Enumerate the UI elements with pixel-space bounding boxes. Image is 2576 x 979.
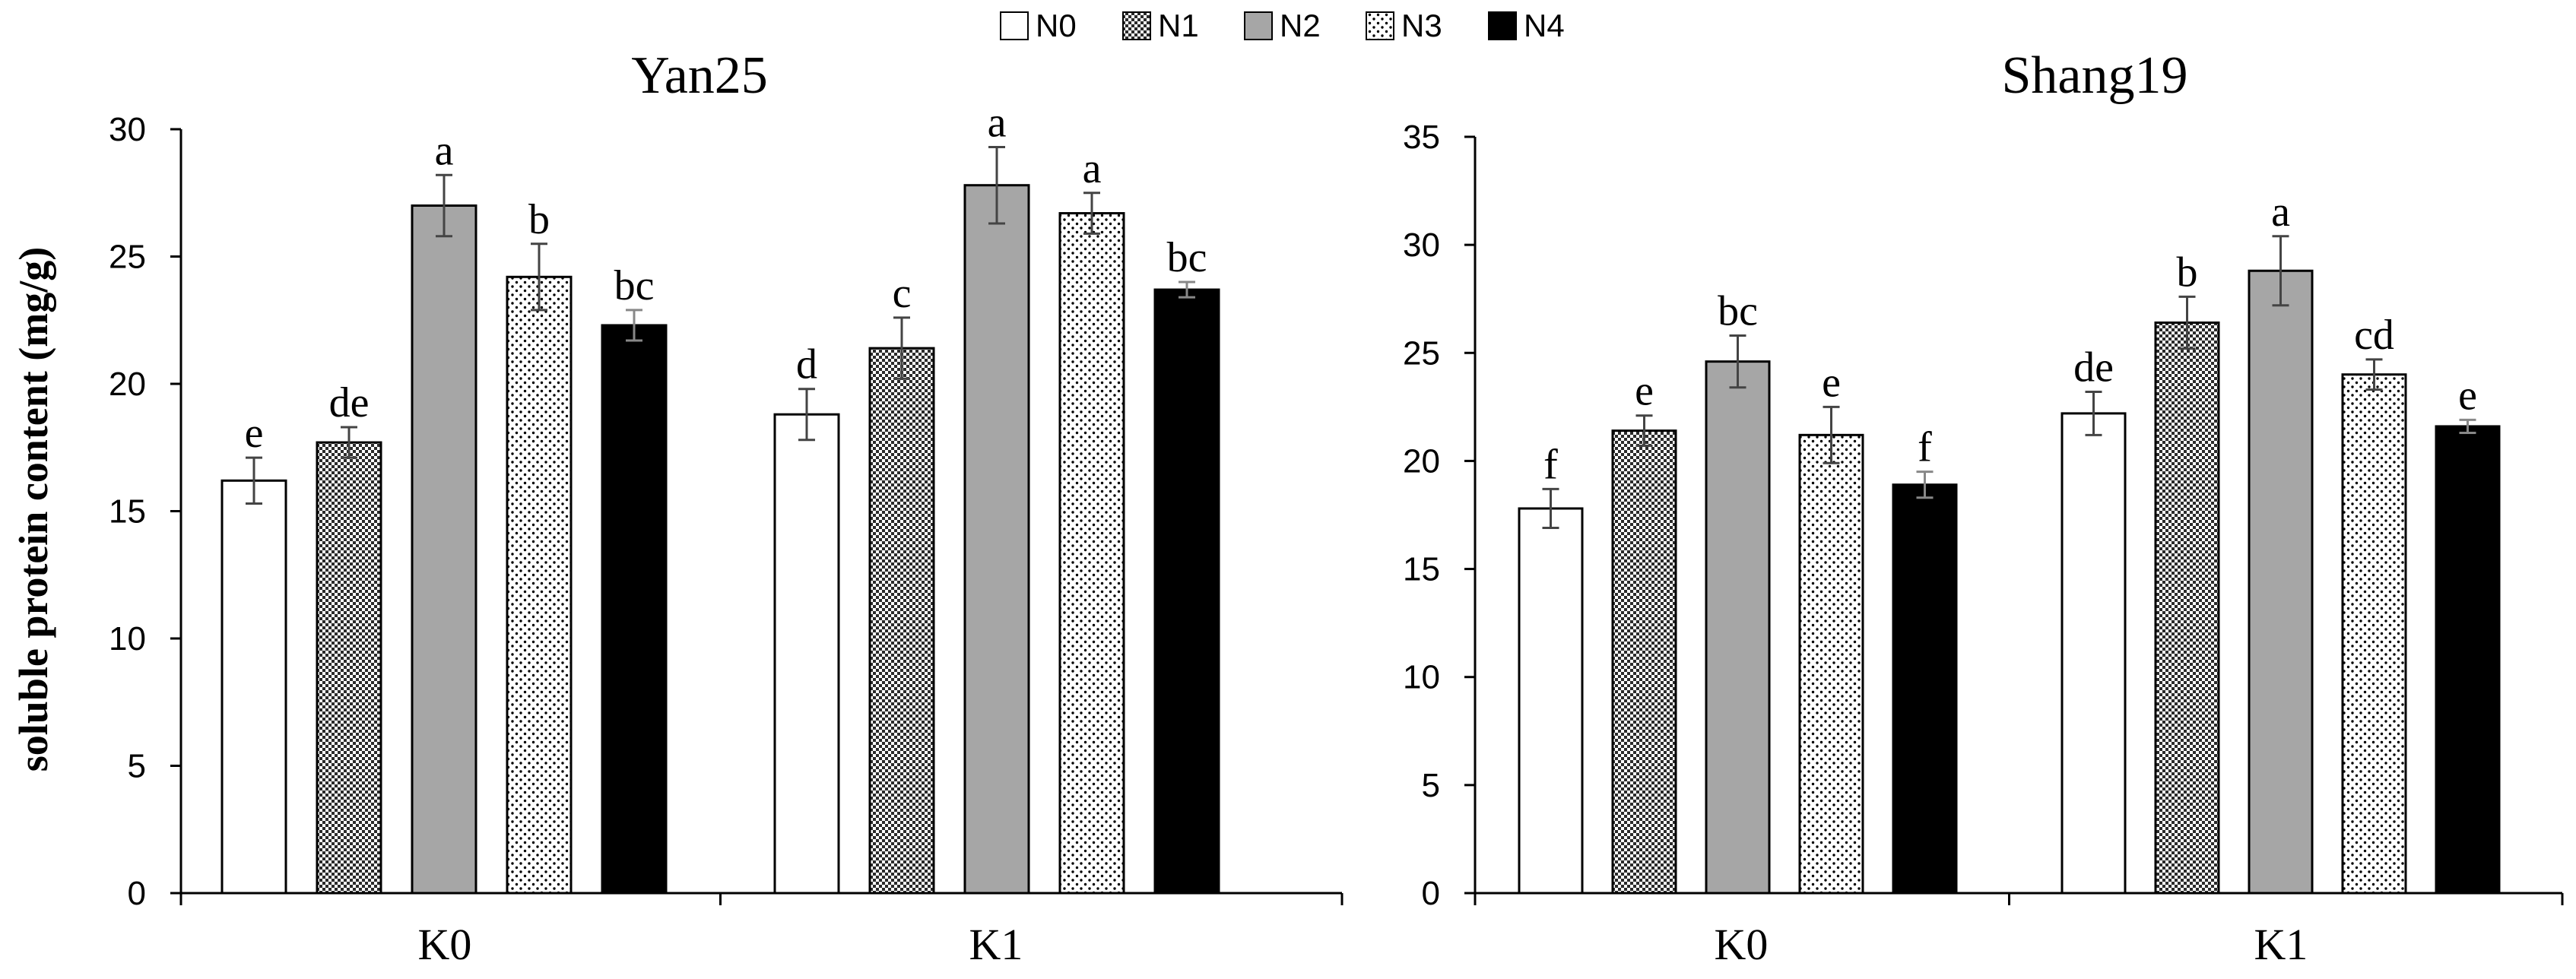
y-tick-label: 0	[1422, 875, 1440, 912]
legend-label-n1: N1	[1158, 8, 1199, 43]
y-tick-label: 10	[1403, 659, 1440, 696]
category-label-k0: K0	[418, 920, 472, 969]
bar-shang19-k1-n4	[2435, 425, 2501, 895]
legend-label-n3: N3	[1401, 8, 1442, 43]
significance-letter: b	[2177, 249, 2198, 296]
significance-letter: e	[1635, 368, 1654, 415]
chart-panel-yan25: Yan25 0 5 10 15 20 25 30 K0 K1 e d de c a a b a bc bc	[109, 46, 1344, 969]
y-tick-label: 25	[109, 239, 146, 276]
legend-swatch-n2	[1244, 11, 1273, 40]
significance-letter: e	[245, 410, 264, 457]
legend-swatch-n3	[1366, 11, 1394, 40]
y-tick-label: 25	[1403, 334, 1440, 372]
bar-yan25-k0-n0	[220, 479, 287, 895]
legend-label-n4: N4	[1524, 8, 1565, 43]
legend-swatch-n1	[1122, 11, 1151, 40]
y-tick-label: 35	[1403, 119, 1440, 156]
significance-letter: f	[1918, 424, 1932, 471]
legend-label-n2: N2	[1280, 8, 1321, 43]
significance-letter: bc	[1718, 288, 1758, 335]
y-tick-label: 5	[1422, 767, 1440, 804]
significance-letter: de	[329, 379, 370, 426]
significance-letter: e	[2458, 372, 2477, 419]
category-label-k1: K1	[969, 920, 1023, 969]
bar-yan25-k0-n3	[506, 275, 573, 895]
significance-letter: bc	[1167, 234, 1207, 281]
legend-swatch-n0	[1000, 11, 1029, 40]
significance-letter: f	[1543, 441, 1558, 488]
y-tick-label: 30	[1403, 227, 1440, 264]
significance-letter: a	[1083, 145, 1102, 192]
y-tick-label: 5	[128, 748, 146, 785]
bar-yan25-k1-n2	[963, 184, 1030, 895]
legend: N0 N1 N2 N3 N4	[1000, 8, 1565, 43]
bar-shang19-k0-n4	[1892, 483, 1958, 895]
bar-yan25-k1-n3	[1058, 212, 1125, 895]
bar-shang19-k0-n1	[1611, 429, 1677, 895]
y-tick-label: 15	[1403, 551, 1440, 588]
significance-letter: a	[2271, 189, 2290, 236]
bar-yan25-k1-n4	[1153, 288, 1220, 895]
y-tick-label: 0	[128, 875, 146, 912]
y-axis-label: soluble protein content (mg/g)	[11, 247, 56, 771]
bar-shang19-k1-n0	[2060, 412, 2127, 895]
bar-yan25-k0-n4	[601, 324, 668, 895]
significance-letter: bc	[614, 262, 655, 309]
bar-shang19-k0-n3	[1798, 433, 1864, 895]
bar-shang19-k0-n0	[1518, 507, 1584, 895]
y-tick-label: 30	[109, 111, 146, 148]
y-tick-label: 15	[109, 493, 146, 531]
bar-shang19-k1-n2	[2248, 269, 2314, 895]
bar-shang19-k1-n1	[2154, 321, 2220, 895]
bar-shang19-k1-n3	[2341, 373, 2407, 895]
significance-letter: a	[435, 127, 454, 174]
legend-swatch-n4	[1488, 11, 1517, 40]
significance-letter: b	[528, 196, 550, 243]
chart-panel-shang19: Shang19 0 5 10 15 20 25 30 35 K0 K1 f de e b bc a e cd f e	[1403, 46, 2564, 969]
y-tick-label: 20	[109, 366, 146, 403]
y-tick-label: 20	[1403, 442, 1440, 480]
chart-title-shang19: Shang19	[2002, 46, 2188, 105]
chart-title-yan25: Yan25	[631, 46, 768, 105]
bar-shang19-k0-n2	[1705, 360, 1771, 895]
significance-letter: e	[1822, 359, 1841, 406]
category-label-k0: K0	[1715, 920, 1769, 969]
legend-label-n0: N0	[1036, 8, 1077, 43]
significance-letter: de	[2073, 344, 2114, 391]
significance-letter: d	[796, 341, 817, 388]
y-tick-label: 10	[109, 620, 146, 657]
bar-yan25-k0-n2	[411, 204, 477, 895]
bar-yan25-k1-n0	[773, 413, 840, 895]
significance-letter: cd	[2354, 312, 2394, 359]
bar-yan25-k0-n1	[316, 441, 382, 895]
bar-yan25-k1-n1	[868, 347, 935, 895]
significance-letter: c	[893, 270, 912, 317]
category-label-k1: K1	[2254, 920, 2308, 969]
significance-letter: a	[988, 99, 1007, 146]
